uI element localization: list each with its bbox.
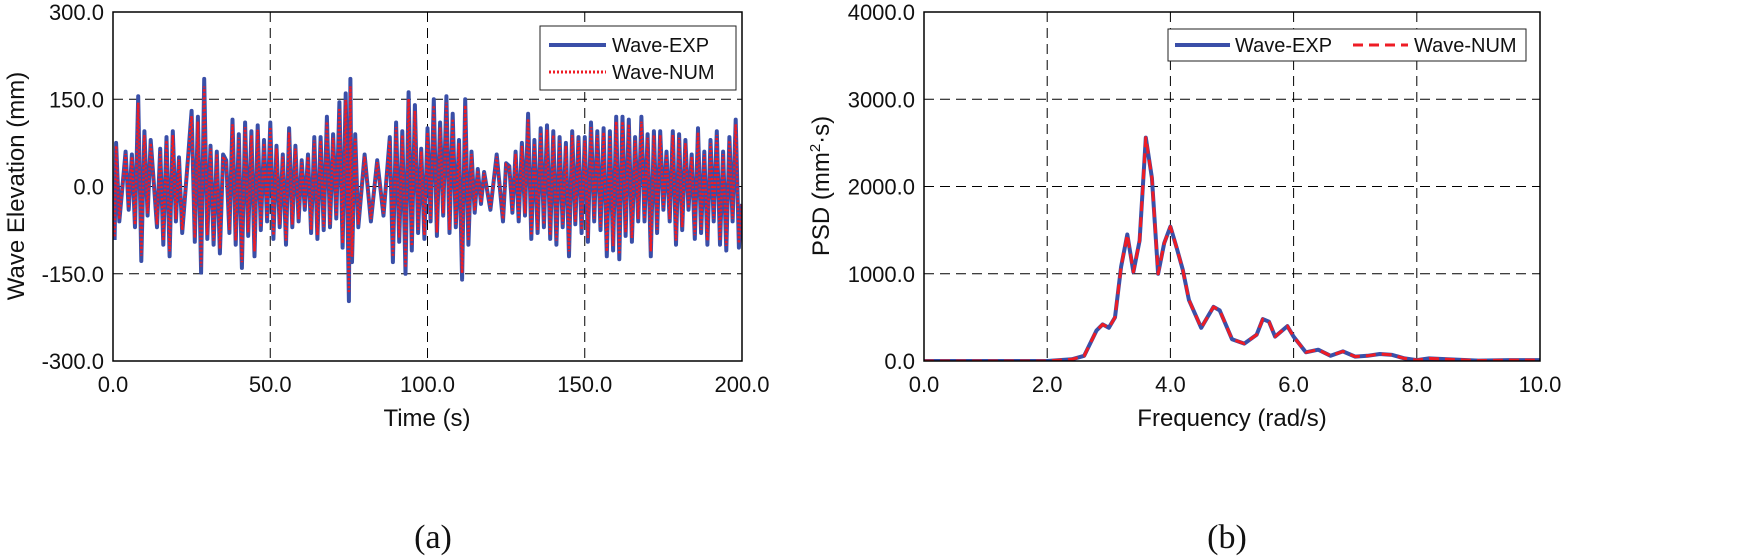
y-axis-label-b-sup: 2 — [807, 144, 824, 152]
series-line-wave-num — [924, 136, 1540, 361]
y-tick-label: 3000.0 — [848, 87, 915, 112]
x-tick-label: 0.0 — [909, 372, 940, 397]
series-b — [924, 135, 1540, 361]
axes-frame-b — [923, 11, 1541, 362]
y-tick-label: 300.0 — [49, 0, 104, 25]
caption-b: (b) — [1207, 519, 1247, 556]
legend-label-exp-b: Wave-EXP — [1235, 35, 1332, 57]
y-axis-label-b: PSD (mm2·s) — [807, 116, 835, 256]
y-axis-label-b-main: PSD (mm — [808, 152, 835, 256]
legend-label-exp-a: Wave-EXP — [612, 35, 709, 57]
y-tick-label: 4000.0 — [848, 0, 915, 25]
legend-label-num-a: Wave-NUM — [612, 62, 715, 84]
y-tick-label: 1000.0 — [848, 262, 915, 287]
x-tick-label: 6.0 — [1278, 372, 1309, 397]
ticks-b: 0.0 2.0 4.0 6.0 8.0 10.0 0.0 1000.0 2000.0 3000.0… — [848, 0, 1562, 397]
y-axis-label-b-tail: ·s) — [808, 116, 835, 144]
legend-box-a — [539, 25, 737, 91]
ticks-a: 0.0 50.0 100.0 150.0 200.0 -300.0 -150.0 0.0 150… — [42, 0, 770, 397]
x-tick-label: 2.0 — [1032, 372, 1063, 397]
y-axis-label-a: Wave Elevation (mm) — [3, 72, 30, 301]
x-tick-label: 200.0 — [714, 372, 769, 397]
y-tick-label: 0.0 — [884, 349, 915, 374]
y-tick-label: 2000.0 — [848, 175, 915, 200]
x-tick-label: 0.0 — [98, 372, 129, 397]
panel-a-time-series: 0.0 50.0 100.0 150.0 200.0 -300.0 -150.0 0.0 150… — [3, 0, 770, 432]
y-tick-label: -150.0 — [42, 262, 104, 287]
x-tick-label: 8.0 — [1402, 372, 1433, 397]
x-tick-label: 150.0 — [557, 372, 612, 397]
x-tick-label: 10.0 — [1519, 372, 1562, 397]
x-tick-label: 4.0 — [1155, 372, 1186, 397]
panel-b-psd: 0.0 2.0 4.0 6.0 8.0 10.0 0.0 1000.0 2000.0 3000.0… — [807, 0, 1561, 432]
x-axis-label-b: Frequency (rad/s) — [1137, 405, 1326, 432]
series-a — [113, 76, 742, 304]
legend-a: Wave-EXP Wave-NUM — [539, 25, 737, 91]
y-tick-label: -300.0 — [42, 349, 104, 374]
x-tick-label: 50.0 — [249, 372, 292, 397]
y-tick-label: 150.0 — [49, 87, 104, 112]
x-tick-label: 100.0 — [400, 372, 455, 397]
x-axis-label-a: Time (s) — [383, 405, 470, 432]
axes-frame-a — [112, 11, 743, 362]
legend-b: Wave-EXP Wave-NUM — [1167, 28, 1527, 62]
grid-b — [924, 12, 1540, 361]
y-tick-label: 0.0 — [73, 175, 104, 200]
caption-a: (a) — [414, 519, 452, 556]
series-line-wave-exp — [113, 76, 742, 304]
legend-label-num-b: Wave-NUM — [1414, 35, 1517, 57]
